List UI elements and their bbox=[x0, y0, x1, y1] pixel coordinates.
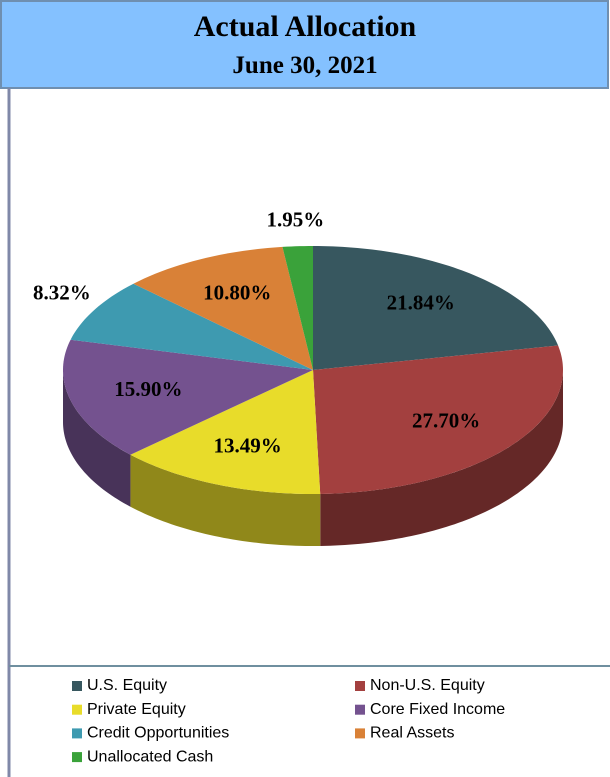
legend-label: Credit Opportunities bbox=[87, 725, 229, 742]
pie-slice-side bbox=[130, 454, 321, 546]
data-label: 21.84% bbox=[387, 291, 455, 315]
data-label: 13.49% bbox=[213, 434, 281, 458]
chart-title: Actual Allocation bbox=[194, 10, 417, 43]
legend-label: Core Fixed Income bbox=[370, 701, 505, 718]
legend-swatch bbox=[72, 752, 82, 763]
legend-swatch bbox=[355, 681, 365, 691]
legend-swatch bbox=[355, 728, 365, 739]
legend-label: Non-U.S. Equity bbox=[370, 677, 485, 694]
data-label: 8.32% bbox=[33, 280, 91, 304]
pie-slice bbox=[63, 339, 314, 455]
chart-subtitle: June 30, 2021 bbox=[232, 52, 377, 79]
pie-slice-side bbox=[63, 370, 131, 507]
data-label: 15.90% bbox=[114, 377, 182, 401]
pie-slice-side bbox=[320, 370, 563, 546]
pie-slice bbox=[313, 345, 563, 494]
legend-label: Unallocated Cash bbox=[87, 748, 213, 765]
header bbox=[0, 0, 609, 89]
legend-swatch bbox=[72, 681, 82, 691]
legend-label: U.S. Equity bbox=[87, 677, 167, 694]
legend-swatch bbox=[72, 704, 82, 715]
legend-label: Real Assets bbox=[370, 725, 454, 742]
legend-label: Private Equity bbox=[87, 701, 186, 718]
pie-slice bbox=[130, 370, 321, 494]
data-label: 1.95% bbox=[267, 207, 325, 231]
pie-slice bbox=[313, 246, 559, 370]
data-label: 10.80% bbox=[203, 280, 271, 304]
pie-slice bbox=[70, 283, 314, 370]
data-label: 27.70% bbox=[412, 408, 480, 432]
legend-swatch bbox=[72, 728, 82, 739]
pie-slice bbox=[133, 246, 313, 370]
legend-swatch bbox=[355, 704, 365, 715]
pie-slice bbox=[282, 246, 313, 370]
